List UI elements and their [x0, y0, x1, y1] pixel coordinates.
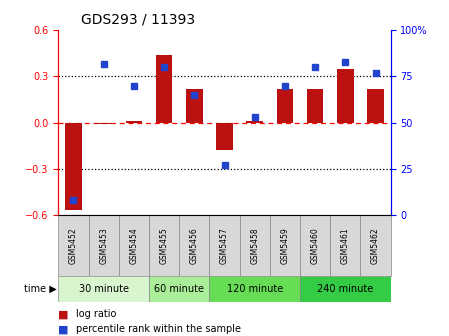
- FancyBboxPatch shape: [88, 215, 119, 276]
- Bar: [216, 123, 233, 151]
- FancyBboxPatch shape: [330, 215, 361, 276]
- Bar: [95, 123, 112, 124]
- Text: 120 minute: 120 minute: [227, 284, 283, 294]
- Text: log ratio: log ratio: [76, 309, 117, 319]
- Bar: [247, 121, 263, 123]
- Text: GSM5462: GSM5462: [371, 227, 380, 264]
- Text: 30 minute: 30 minute: [79, 284, 129, 294]
- FancyBboxPatch shape: [270, 215, 300, 276]
- Text: GSM5458: GSM5458: [250, 227, 259, 264]
- Text: GSM5459: GSM5459: [281, 227, 290, 264]
- Text: GSM5455: GSM5455: [159, 227, 168, 264]
- Text: 60 minute: 60 minute: [154, 284, 204, 294]
- Bar: [65, 123, 82, 210]
- Bar: [307, 89, 323, 123]
- FancyBboxPatch shape: [209, 276, 300, 302]
- Text: time ▶: time ▶: [24, 284, 57, 294]
- Text: GDS293 / 11393: GDS293 / 11393: [81, 13, 195, 27]
- FancyBboxPatch shape: [361, 215, 391, 276]
- FancyBboxPatch shape: [149, 215, 179, 276]
- Text: GSM5452: GSM5452: [69, 227, 78, 264]
- Text: GSM5454: GSM5454: [129, 227, 138, 264]
- Bar: [126, 121, 142, 123]
- FancyBboxPatch shape: [300, 276, 391, 302]
- FancyBboxPatch shape: [240, 215, 270, 276]
- Bar: [367, 89, 384, 123]
- FancyBboxPatch shape: [58, 276, 149, 302]
- FancyBboxPatch shape: [119, 215, 149, 276]
- Text: GSM5453: GSM5453: [99, 227, 108, 264]
- FancyBboxPatch shape: [209, 215, 240, 276]
- FancyBboxPatch shape: [149, 276, 209, 302]
- Text: ■: ■: [58, 309, 69, 319]
- FancyBboxPatch shape: [58, 215, 88, 276]
- Text: GSM5460: GSM5460: [311, 227, 320, 264]
- FancyBboxPatch shape: [179, 215, 209, 276]
- Text: GSM5456: GSM5456: [190, 227, 199, 264]
- Bar: [337, 69, 354, 123]
- FancyBboxPatch shape: [300, 215, 330, 276]
- Text: GSM5461: GSM5461: [341, 227, 350, 264]
- Bar: [156, 55, 172, 123]
- Text: 240 minute: 240 minute: [317, 284, 374, 294]
- Text: GSM5457: GSM5457: [220, 227, 229, 264]
- Bar: [186, 89, 202, 123]
- Text: ■: ■: [58, 324, 69, 334]
- Bar: [277, 89, 293, 123]
- Text: percentile rank within the sample: percentile rank within the sample: [76, 324, 241, 334]
